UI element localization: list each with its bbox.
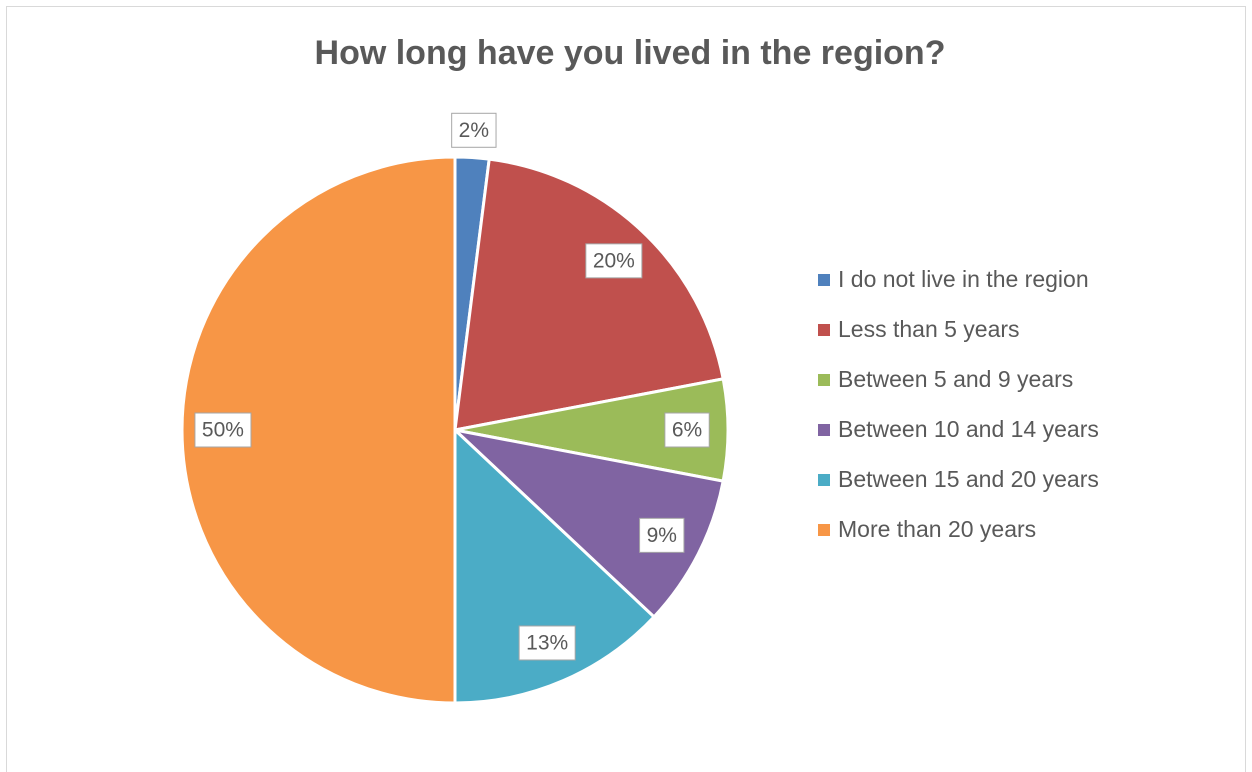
legend-label: Between 15 and 20 years [838,466,1099,492]
data-label: 6% [672,419,702,442]
data-label: 9% [647,524,677,547]
legend-label: Between 5 and 9 years [838,366,1073,392]
legend-swatch [818,324,830,336]
data-label-box [194,412,252,448]
data-label: 50% [202,419,244,442]
data-label-box [585,243,643,279]
legend-label: I do not live in the region [838,266,1089,292]
data-label-box [639,517,685,553]
data-label: 2% [459,119,489,142]
legend-swatch [818,274,830,286]
data-label: 13% [526,632,568,655]
legend-label: Between 10 and 14 years [838,416,1099,442]
pie-slice [453,157,725,432]
legend-swatch [818,524,830,536]
data-label-box [664,412,710,448]
data-label: 20% [593,249,635,272]
chart-title: How long have you lived in the region? [315,34,946,72]
legend-label: More than 20 years [838,516,1036,542]
legend-swatch [818,424,830,436]
pie-slice [453,426,657,705]
data-label-box [518,625,576,661]
legend-swatch [818,474,830,486]
pie-slice [180,155,457,705]
pie-slice [450,427,725,620]
legend-swatch [818,374,830,386]
legend-label: Less than 5 years [838,316,1020,342]
data-label-box [451,112,497,148]
